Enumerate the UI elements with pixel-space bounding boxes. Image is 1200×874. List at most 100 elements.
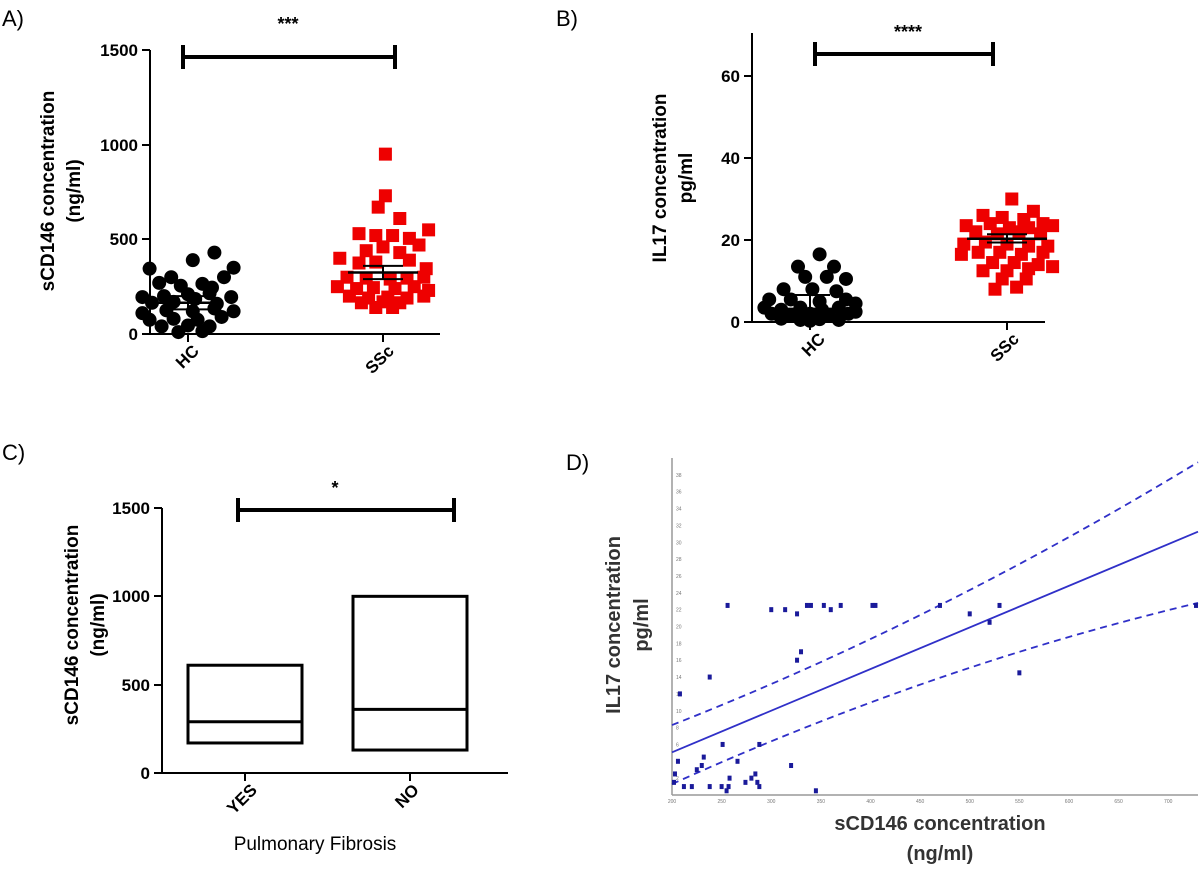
panel-d-point: [720, 741, 725, 747]
panel-b-y-ticks: 0 20 40 60: [721, 67, 752, 332]
panel-a-point-hc: [154, 319, 169, 334]
panel-d-point: [699, 763, 704, 769]
panel-c-significance: *: [331, 478, 338, 498]
panel-a-point-ssc: [417, 289, 431, 303]
panel-c-xlabel: Pulmonary Fibrosis: [234, 834, 397, 855]
panel-d-ytick-label: 16: [676, 658, 682, 664]
panel-d-ylabel-line2: pg/ml: [631, 598, 653, 651]
panel-d-xlabel-line2: (ng/ml): [907, 843, 974, 865]
panel-d-ytick-label: 22: [676, 608, 682, 614]
panel-b-point-hc: [831, 312, 846, 327]
panel-d-xtick-label: 250: [717, 799, 726, 805]
panel-b-point-ssc: [1010, 280, 1024, 294]
panel-a-point-ssc: [386, 300, 400, 314]
panel-d-point: [749, 775, 754, 781]
panel-a-point-ssc: [393, 212, 407, 226]
panel-d-point: [828, 607, 833, 613]
panel-b-point-ssc: [1046, 219, 1060, 233]
panel-d-ytick-label: 14: [676, 675, 682, 681]
panel-d-point: [755, 779, 760, 785]
panel-a-point-ssc: [376, 240, 390, 254]
panel-c-label: C): [2, 440, 25, 465]
panel-d-ytick-label: 30: [676, 540, 682, 546]
panel-a-ytick-label: 0: [129, 325, 138, 344]
panel-b-label: B): [556, 6, 578, 31]
panel-a-point-ssc: [371, 200, 385, 214]
panel-b-point-ssc: [995, 272, 1009, 286]
panel-b-point-hc: [827, 259, 841, 274]
panel-a-point-hc: [226, 304, 241, 319]
panel-a-point-hc: [145, 295, 159, 310]
panel-d-ytick-label: 34: [676, 507, 682, 513]
panel-b-point-hc: [819, 269, 834, 284]
panel-b-ylabel-line2: pg/ml: [676, 153, 697, 204]
panel-a-point-ssc: [333, 251, 347, 265]
panel-d-point: [870, 602, 875, 608]
panel-b-point-ssc: [993, 245, 1007, 259]
panel-a-significance-bracket: ***: [181, 14, 397, 69]
panel-d-regression: [671, 461, 1199, 785]
panel-b-point-hc: [798, 269, 813, 284]
panel-b-point-hc: [774, 311, 789, 326]
panel-d-point: [677, 691, 682, 697]
panel-a-xtick-label-hc: HC: [172, 341, 203, 372]
panel-a-point-ssc: [366, 281, 380, 295]
panel-d-point: [757, 784, 762, 790]
panel-b-point-ssc: [976, 264, 990, 278]
panel-b-ytick-label: 20: [721, 231, 740, 250]
panel-b-point-ssc: [957, 237, 971, 251]
panel-a-point-hc: [195, 324, 210, 339]
panel-a-point-hc: [142, 312, 157, 327]
panel-d-xtick-label: 600: [1065, 799, 1074, 805]
panel-b-point-ssc: [1022, 262, 1036, 276]
panel-d-xtick-label: 450: [916, 799, 925, 805]
panel-d-point: [725, 602, 730, 608]
panel-d-ylabel-line1: IL17 concentration: [603, 536, 625, 714]
panel-c-ylabel-line1: sCD146 concentration: [62, 525, 83, 726]
panel-a-point-hc: [152, 275, 167, 290]
panel-a: A) sCD146 concentration (ng/ml) 0 500 10…: [2, 6, 440, 378]
panel-d-regression-line: [671, 530, 1199, 754]
panel-c: C) sCD146 concentration (ng/ml) 0 500 10…: [2, 440, 508, 855]
panel-a-point-ssc: [352, 256, 366, 270]
panel-c-box-no: [351, 594, 469, 752]
panel-d-xtick-label: 550: [1015, 799, 1024, 805]
panel-d-point: [719, 784, 724, 790]
panel-b-point-hc: [776, 282, 791, 297]
panel-d-ytick-label: 24: [676, 591, 682, 597]
panel-c-xtick-label-yes: YES: [223, 780, 260, 817]
panel-a-point-ssc: [359, 244, 373, 258]
panel-a-point-ssc: [352, 227, 366, 241]
panel-d-xtick-label: 650: [1114, 799, 1123, 805]
panel-d-ytick-label: 36: [676, 490, 682, 496]
panel-d-point: [967, 611, 972, 617]
panel-d-ci-upper: [671, 461, 1199, 726]
panel-c-ytick-label: 1500: [112, 499, 150, 518]
panel-d-point: [743, 779, 748, 785]
panel-a-point-hc: [214, 309, 229, 324]
panel-a-point-hc: [166, 311, 181, 326]
panel-b-point-ssc: [1034, 227, 1048, 241]
panel-d-xlabel-line1: sCD146 concentration: [834, 813, 1045, 835]
panel-d-point: [757, 741, 762, 747]
panel-a-label: A): [2, 6, 24, 31]
panel-c-boxes: [186, 594, 469, 752]
panel-d-point: [813, 788, 818, 794]
panel-a-point-hc: [171, 325, 186, 340]
panel-d-point: [997, 602, 1002, 608]
panel-d: D) IL17 concentration pg/ml 246810121416…: [566, 450, 1199, 865]
panel-d-ytick-label: 6: [676, 742, 679, 748]
panel-d-point: [694, 767, 699, 773]
panel-a-point-ssc: [378, 189, 392, 203]
panel-d-point: [753, 771, 758, 777]
panel-d-xtick-label: 200: [668, 799, 677, 805]
panel-a-point-ssc: [402, 253, 416, 267]
panel-d-point: [735, 758, 740, 764]
panel-d-point: [795, 611, 800, 617]
panel-d-ytick-label: 28: [676, 557, 682, 563]
panel-d-point: [821, 602, 826, 608]
panel-b-point-ssc: [1046, 260, 1060, 274]
panel-c-ytick-label: 500: [122, 676, 150, 695]
panel-b-point-hc: [783, 292, 798, 307]
panel-c-xtick-label-no: NO: [391, 780, 422, 811]
